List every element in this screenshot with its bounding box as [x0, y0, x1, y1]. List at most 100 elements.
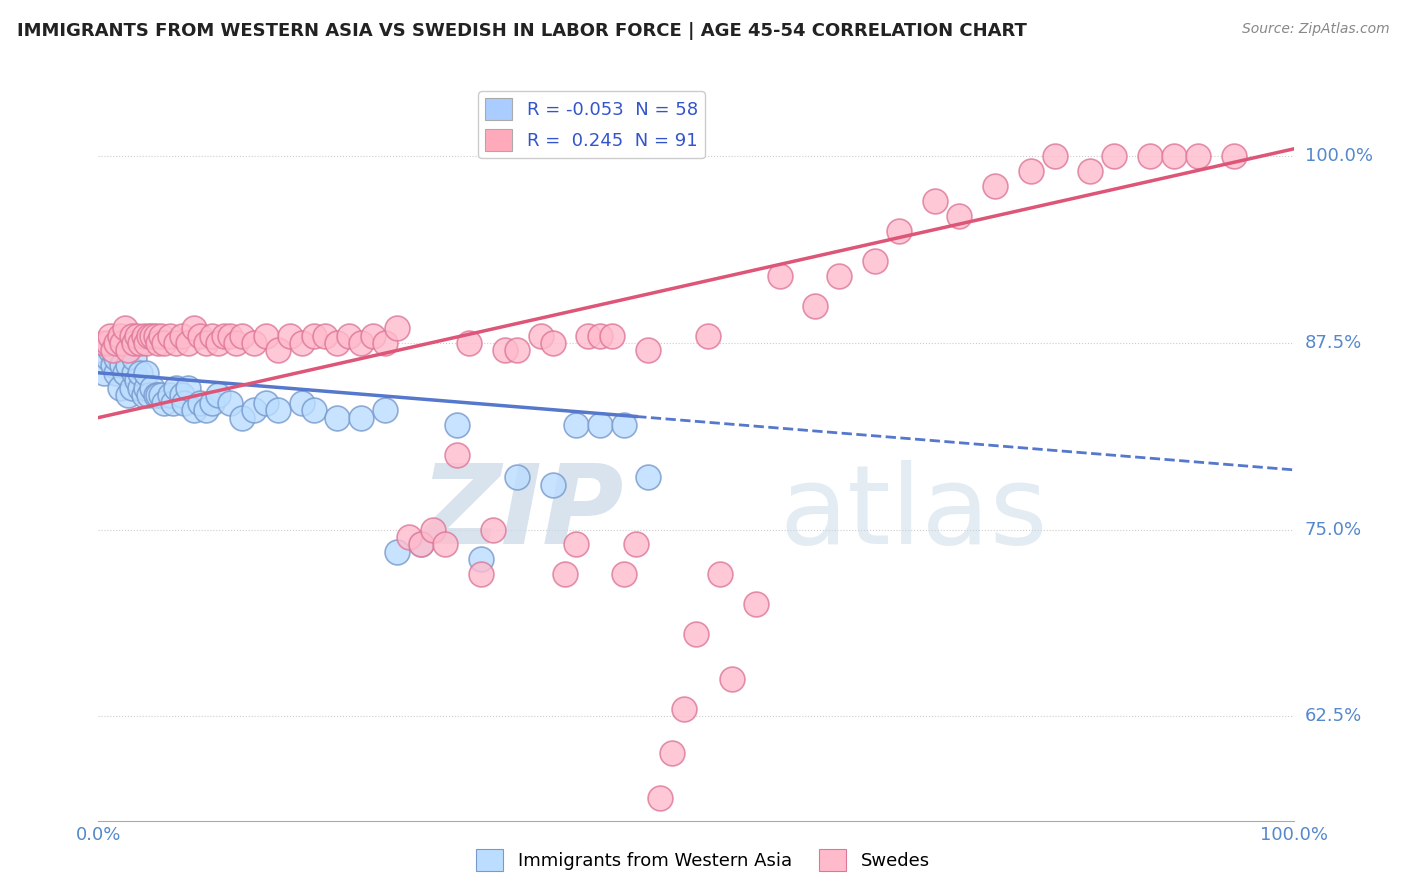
Point [124, 366, 146, 380]
Point [1019, 164, 1042, 178]
Point [506, 343, 529, 358]
Point [602, 328, 624, 343]
Point [278, 328, 301, 343]
Point [828, 268, 851, 283]
Point [350, 410, 373, 425]
Text: 100.0%: 100.0% [1305, 147, 1372, 165]
Point [124, 335, 146, 350]
Point [697, 328, 720, 343]
Point [231, 410, 253, 425]
Point [374, 335, 396, 350]
Point [326, 410, 349, 425]
Point [745, 597, 768, 611]
Point [363, 328, 385, 343]
Point [267, 403, 290, 417]
Point [153, 395, 176, 409]
Point [105, 351, 128, 365]
Point [326, 335, 349, 350]
Point [141, 328, 163, 343]
Point [177, 335, 200, 350]
Point [446, 448, 468, 462]
Point [162, 395, 184, 409]
Point [141, 381, 163, 395]
Point [673, 701, 696, 715]
Point [254, 395, 277, 409]
Point [231, 328, 253, 343]
Point [554, 567, 576, 582]
Point [302, 403, 325, 417]
Point [135, 335, 157, 350]
Point [101, 343, 124, 358]
Point [637, 470, 659, 484]
Point [1163, 149, 1185, 163]
Point [172, 328, 194, 343]
Point [177, 381, 200, 395]
Point [149, 328, 172, 343]
Point [172, 388, 194, 402]
Point [865, 253, 887, 268]
Point [984, 179, 1007, 194]
Point [188, 395, 211, 409]
Point [291, 395, 314, 409]
Point [111, 359, 134, 373]
Point [685, 627, 707, 641]
Point [121, 328, 143, 343]
Point [1187, 149, 1209, 163]
Point [149, 388, 172, 402]
Text: ZIP: ZIP [420, 460, 624, 567]
Point [111, 335, 134, 350]
Point [93, 366, 115, 380]
Point [183, 403, 205, 417]
Point [121, 381, 143, 395]
Point [207, 388, 229, 402]
Point [117, 343, 139, 358]
Point [159, 328, 181, 343]
Point [138, 388, 160, 402]
Point [188, 328, 211, 343]
Point [173, 395, 195, 409]
Point [135, 366, 157, 380]
Point [889, 224, 911, 238]
Point [648, 791, 672, 805]
Point [225, 335, 247, 350]
Point [124, 351, 146, 365]
Point [243, 403, 266, 417]
Point [626, 537, 648, 551]
Point [339, 328, 361, 343]
Point [1043, 149, 1066, 163]
Point [129, 366, 152, 380]
Point [1104, 149, 1126, 163]
Point [145, 328, 167, 343]
Point [374, 403, 396, 417]
Point [97, 335, 120, 350]
Point [721, 672, 744, 686]
Point [195, 403, 218, 417]
Point [434, 537, 457, 551]
Point [108, 328, 131, 343]
Point [243, 335, 266, 350]
Point [565, 537, 588, 551]
Point [132, 388, 155, 402]
Point [165, 335, 187, 350]
Point [446, 418, 468, 433]
Point [302, 328, 325, 343]
Point [565, 418, 588, 433]
Point [411, 537, 433, 551]
Point [159, 388, 181, 402]
Point [219, 395, 242, 409]
Point [768, 268, 790, 283]
Point [1223, 149, 1246, 163]
Point [541, 335, 564, 350]
Point [108, 381, 131, 395]
Text: 62.5%: 62.5% [1305, 707, 1362, 725]
Point [98, 328, 122, 343]
Point [637, 343, 659, 358]
Text: Source: ZipAtlas.com: Source: ZipAtlas.com [1241, 22, 1389, 37]
Point [183, 321, 205, 335]
Text: 75.0%: 75.0% [1305, 521, 1362, 539]
Point [1080, 164, 1102, 178]
Point [470, 552, 492, 566]
Point [481, 523, 505, 537]
Point [613, 567, 636, 582]
Point [105, 335, 128, 350]
